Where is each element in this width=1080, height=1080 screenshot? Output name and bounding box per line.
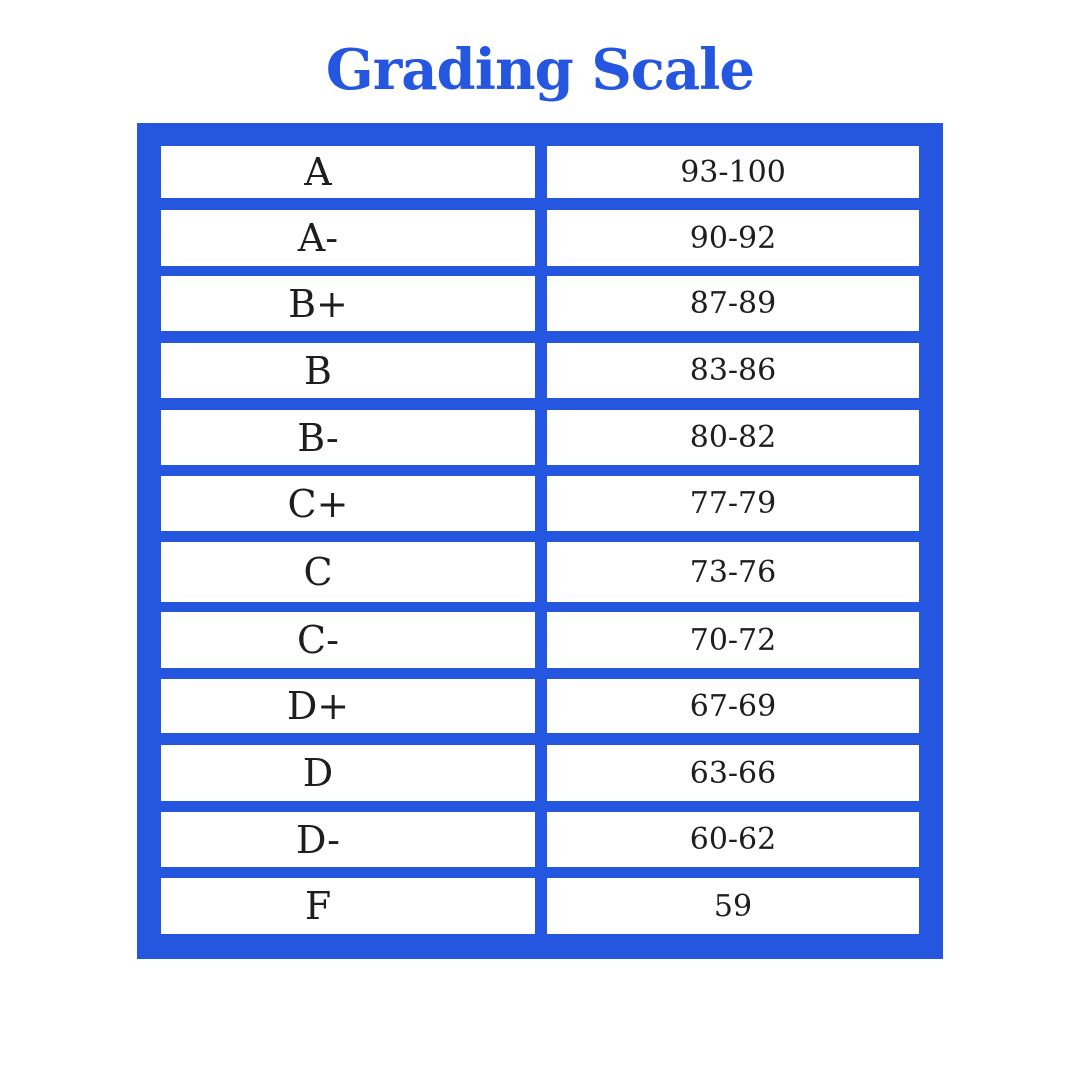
grade-cell: B- [161, 410, 535, 465]
table-row: C- 70-72 [137, 612, 943, 668]
grade-label: B [304, 348, 332, 393]
range-cell: 67-69 [547, 679, 919, 733]
grade-label: A [304, 150, 332, 194]
grade-cell: C [161, 542, 535, 602]
grade-label: D+ [286, 684, 350, 728]
grade-label: C [303, 550, 333, 594]
table-row: D 63-66 [137, 745, 943, 801]
grade-cell: C+ [161, 476, 535, 531]
table-row: C+ 77-79 [137, 476, 943, 531]
range-cell: 77-79 [547, 476, 919, 531]
table-row: F 59 [137, 878, 943, 934]
grading-scale-table: A 93-100 A- 90-92 B+ 87-89 B 83-86 B- 80… [137, 123, 943, 959]
range-cell: 59 [547, 878, 919, 934]
grade-cell: F [161, 878, 535, 934]
grade-cell: D [161, 745, 535, 801]
grade-label: F [304, 884, 332, 928]
grade-label: D [302, 751, 334, 795]
grade-cell: C- [161, 612, 535, 668]
table-row: D+ 67-69 [137, 679, 943, 733]
page-title: Grading Scale [325, 37, 755, 103]
grade-cell: B [161, 343, 535, 398]
range-cell: 70-72 [547, 612, 919, 668]
grade-cell: A [161, 146, 535, 198]
grade-label: C- [297, 618, 339, 662]
table-row: A 93-100 [137, 146, 943, 198]
table-row: B+ 87-89 [137, 276, 943, 331]
table-row: A- 90-92 [137, 210, 943, 266]
range-cell: 83-86 [547, 343, 919, 398]
grade-label: B- [297, 415, 339, 460]
grade-cell: D+ [161, 679, 535, 733]
grade-label: C+ [287, 481, 349, 526]
range-cell: 60-62 [547, 812, 919, 867]
table-row: B 83-86 [137, 343, 943, 398]
table-row: C 73-76 [137, 542, 943, 602]
table-row: D- 60-62 [137, 812, 943, 867]
range-cell: 93-100 [547, 146, 919, 198]
range-cell: 90-92 [547, 210, 919, 266]
grade-label: B+ [288, 281, 348, 326]
table-row: B- 80-82 [137, 410, 943, 465]
grade-cell: A- [161, 210, 535, 266]
grade-cell: D- [161, 812, 535, 867]
range-cell: 73-76 [547, 542, 919, 602]
range-cell: 80-82 [547, 410, 919, 465]
grade-label: D- [295, 817, 340, 862]
grade-cell: B+ [161, 276, 535, 331]
range-cell: 87-89 [547, 276, 919, 331]
range-cell: 63-66 [547, 745, 919, 801]
grade-label: A- [297, 216, 339, 260]
